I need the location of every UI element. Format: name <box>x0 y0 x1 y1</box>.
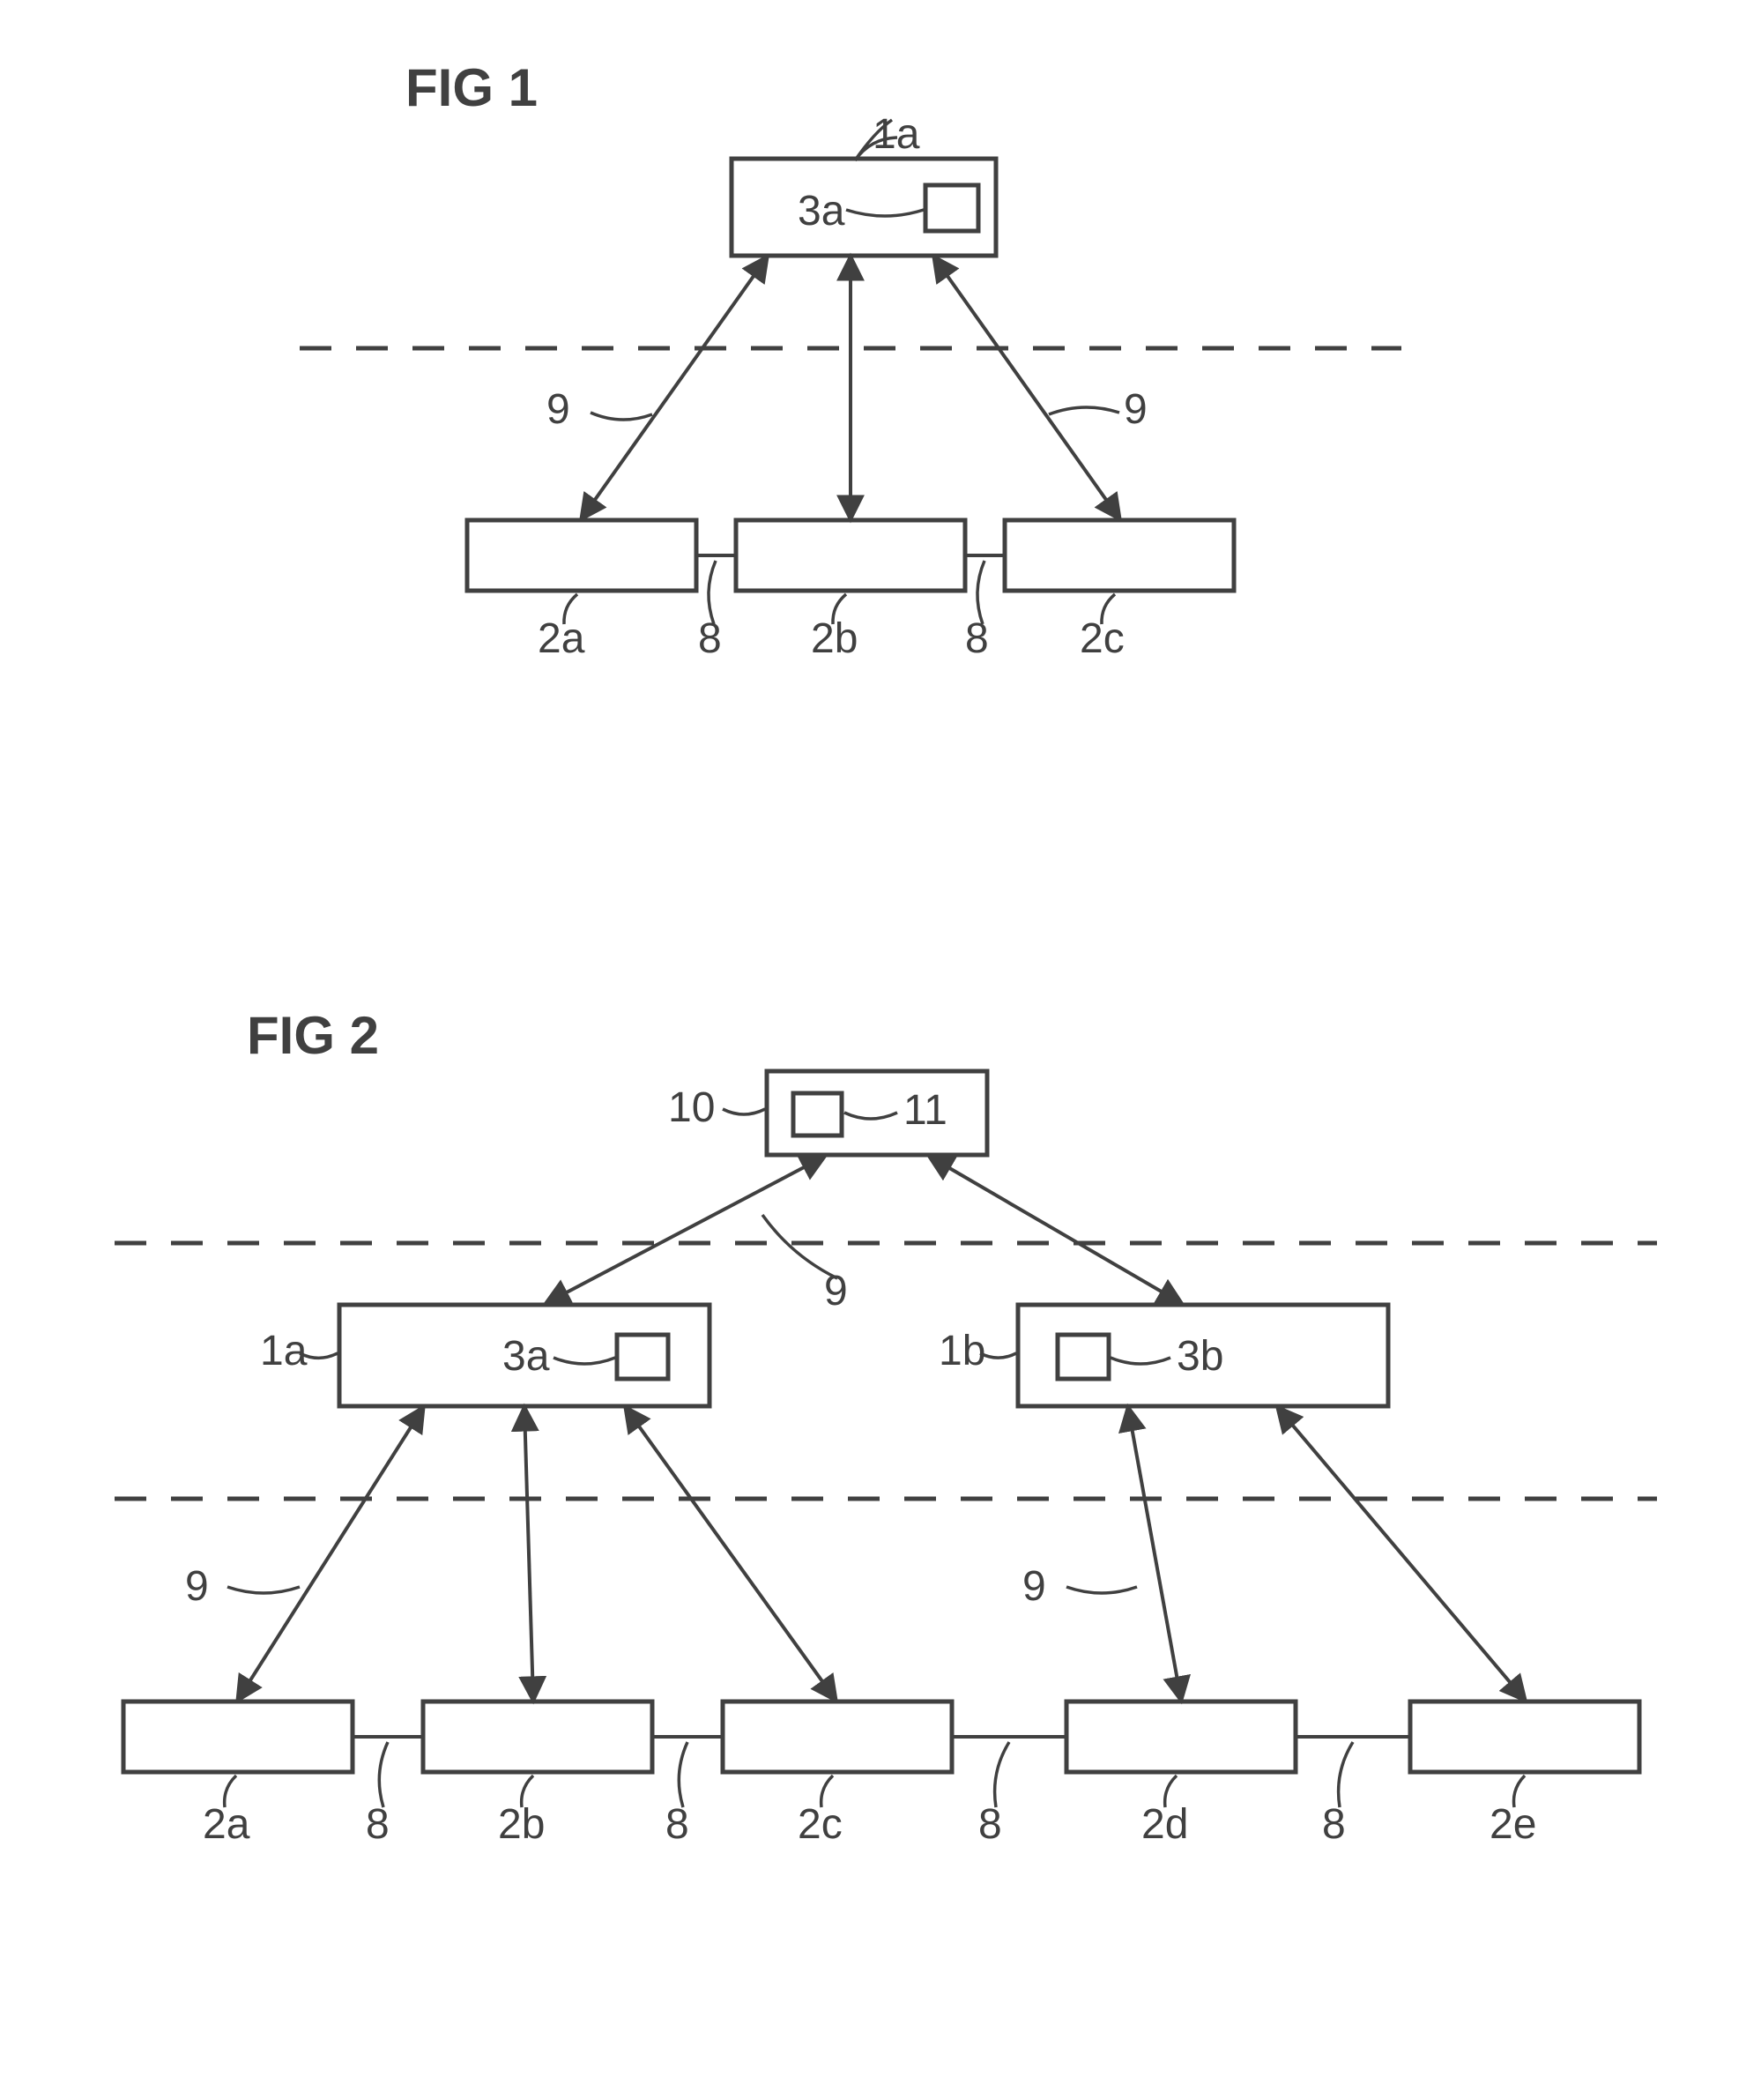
diagram-page: FIG 1 1a 3a 9 9 2a 2b 2c 8 8 FIG 2 10 11 9 1a 3a 1b 3b 9 9 2… <box>0 0 1746 2100</box>
leader-line <box>1339 1742 1353 1807</box>
leader-line <box>723 1109 765 1114</box>
fig2-node-11-inner <box>793 1093 842 1136</box>
connector-label: 8 <box>978 1801 1002 1848</box>
fig2-arrow-label-9-top: 9 <box>824 1268 848 1314</box>
double-arrow <box>626 1408 836 1700</box>
double-arrow <box>1128 1408 1181 1700</box>
fig2-label-1b: 1b <box>939 1328 985 1374</box>
leader-line <box>227 1587 300 1593</box>
fig1-label-3a: 3a <box>798 188 845 235</box>
double-arrow <box>238 1408 423 1700</box>
fig1-node-2b <box>736 520 965 591</box>
connector-label: 8 <box>698 615 722 662</box>
fig1-label-2b: 2b <box>811 615 858 662</box>
leader-line <box>846 210 924 216</box>
leader-line <box>1049 407 1119 414</box>
fig1-label-2c: 2c <box>1080 615 1125 662</box>
double-arrow <box>1278 1408 1525 1700</box>
leader-line <box>591 413 652 420</box>
connector-label: 8 <box>665 1801 689 1848</box>
fig1-node-2c <box>1005 520 1234 591</box>
double-arrow <box>934 257 1119 518</box>
connector-label: 8 <box>965 615 989 662</box>
fig2-label-2d: 2d <box>1141 1801 1188 1848</box>
fig2-label-3a: 3a <box>502 1333 550 1380</box>
double-arrow <box>546 1157 824 1303</box>
fig2-node-2c <box>723 1702 952 1772</box>
leader-line <box>554 1358 615 1364</box>
fig2-node-3a-inner <box>617 1335 668 1379</box>
fig2-node-10 <box>767 1071 987 1155</box>
leader-line <box>379 1742 388 1807</box>
connector-label: 8 <box>366 1801 390 1848</box>
fig1-arrow-label: 9 <box>1124 386 1148 433</box>
fig1-title: FIG 1 <box>405 58 538 117</box>
connector-label: 8 <box>1322 1801 1346 1848</box>
fig1-node-1a <box>732 159 996 256</box>
fig1-node-2a <box>467 520 696 591</box>
fig2-label-3b: 3b <box>1177 1333 1223 1380</box>
fig2-arrow-label-9-left: 9 <box>185 1563 209 1610</box>
fig2-label-2c: 2c <box>798 1801 843 1848</box>
fig1-label-1a: 1a <box>873 111 920 158</box>
double-arrow <box>582 257 767 518</box>
fig2-label-2b: 2b <box>498 1801 545 1848</box>
fig2-label-11: 11 <box>903 1087 947 1134</box>
fig2-node-2d <box>1066 1702 1296 1772</box>
fig2-label-1a: 1a <box>260 1328 308 1374</box>
fig2-node-2b <box>423 1702 652 1772</box>
leader-line <box>679 1742 687 1807</box>
fig2-node-2a <box>123 1702 353 1772</box>
fig2-arrow-label-9-right: 9 <box>1022 1563 1046 1610</box>
leader-line <box>995 1742 1009 1807</box>
fig1-node-3a-inner <box>925 185 978 231</box>
fig2-label-2a: 2a <box>203 1801 250 1848</box>
leader-line <box>844 1113 897 1119</box>
diagram-svg: FIG 1 1a 3a 9 9 2a 2b 2c 8 8 FIG 2 10 11 9 1a 3a 1b 3b 9 9 2… <box>0 0 1746 2100</box>
leader-line <box>1066 1587 1137 1593</box>
double-arrow <box>524 1408 533 1700</box>
leader-line <box>1111 1358 1170 1364</box>
fig1-label-2a: 2a <box>538 615 585 662</box>
fig1-arrow-label: 9 <box>546 386 570 433</box>
fig2-label-2e: 2e <box>1490 1801 1536 1848</box>
fig2-label-10: 10 <box>668 1084 715 1131</box>
fig2-title: FIG 2 <box>247 1006 379 1065</box>
double-arrow <box>930 1157 1181 1303</box>
fig2-node-3b-inner <box>1058 1335 1109 1379</box>
fig2-node-2e <box>1410 1702 1639 1772</box>
